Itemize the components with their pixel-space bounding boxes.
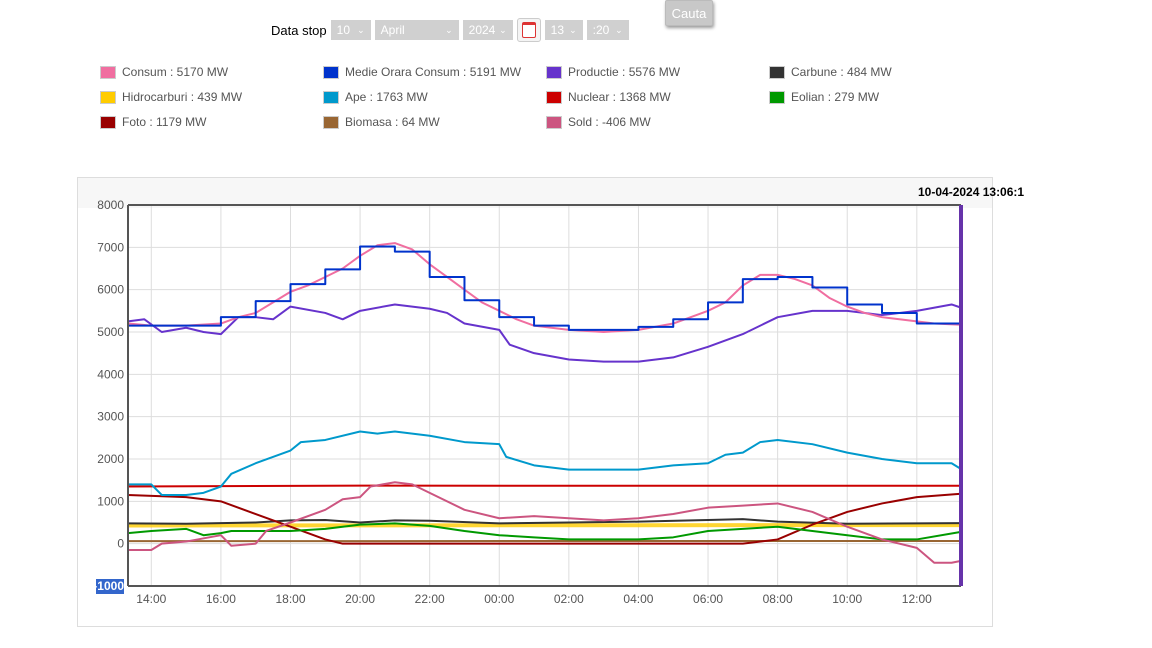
minute-value: :20 bbox=[592, 23, 610, 37]
series-carbune bbox=[127, 518, 962, 525]
x-tick-label: 22:00 bbox=[415, 592, 445, 606]
legend-label: Biomasa : 64 MW bbox=[345, 115, 440, 129]
chevron-down-icon: ⌄ bbox=[615, 25, 623, 35]
x-tick-label: 18:00 bbox=[275, 592, 305, 606]
legend-swatch bbox=[323, 90, 339, 104]
x-tick-label: 04:00 bbox=[623, 592, 653, 606]
x-tick-label: 00:00 bbox=[484, 592, 514, 606]
series-consum bbox=[127, 242, 962, 333]
year-select[interactable]: 2024 ⌄ bbox=[462, 20, 513, 40]
chevron-down-icon: ⌄ bbox=[357, 25, 365, 35]
legend-item[interactable]: Carbune : 484 MW bbox=[769, 65, 892, 79]
y-tick-label: 5000 bbox=[97, 325, 124, 339]
legend-label: Hidrocarburi : 439 MW bbox=[122, 90, 243, 104]
legend-swatch bbox=[323, 65, 339, 79]
series-medie-orara-consum bbox=[128, 245, 962, 331]
calendar-button[interactable] bbox=[516, 18, 541, 42]
y-tick-highlight bbox=[96, 579, 124, 594]
chevron-down-icon: ⌄ bbox=[445, 25, 453, 35]
x-tick-label: 16:00 bbox=[206, 592, 236, 606]
legend-swatch bbox=[769, 90, 785, 104]
y-tick-label: -1000 bbox=[93, 579, 124, 593]
legend-label: Productie : 5576 MW bbox=[568, 65, 681, 79]
x-tick-label: 06:00 bbox=[693, 592, 723, 606]
x-tick-label: 02:00 bbox=[554, 592, 584, 606]
chevron-down-icon: ⌄ bbox=[499, 25, 507, 35]
legend-label: Eolian : 279 MW bbox=[791, 90, 880, 104]
year-value: 2024 bbox=[468, 23, 496, 37]
day-select[interactable]: 10 ⌄ bbox=[330, 20, 371, 40]
y-tick-label: 4000 bbox=[97, 367, 124, 381]
legend-swatch bbox=[769, 65, 785, 79]
search-button[interactable]: Cauta bbox=[665, 0, 713, 26]
y-tick-label: 2000 bbox=[97, 452, 124, 466]
legend-label: Medie Orara Consum : 5191 MW bbox=[345, 65, 522, 79]
x-tick-label: 08:00 bbox=[763, 592, 793, 606]
chart-timestamp: 10-04-2024 13:06:1 bbox=[918, 185, 1025, 199]
hour-select[interactable]: 13 ⌄ bbox=[544, 20, 583, 40]
legend-label: Ape : 1763 MW bbox=[345, 90, 428, 104]
legend-item[interactable]: Medie Orara Consum : 5191 MW bbox=[323, 65, 521, 79]
legend-swatch bbox=[323, 115, 339, 129]
y-tick-label: 7000 bbox=[97, 240, 124, 254]
legend-swatch bbox=[100, 65, 116, 79]
legend-label: Foto : 1179 MW bbox=[122, 115, 207, 129]
y-tick-label: 0 bbox=[117, 537, 124, 551]
minute-select[interactable]: :20 ⌄ bbox=[586, 20, 629, 40]
chevron-down-icon: ⌄ bbox=[569, 25, 577, 35]
x-tick-label: 12:00 bbox=[902, 592, 932, 606]
x-tick-label: 14:00 bbox=[136, 592, 166, 606]
legend-item[interactable]: Nuclear : 1368 MW bbox=[546, 90, 671, 104]
legend-label: Sold : -406 MW bbox=[568, 115, 651, 129]
legend-label: Carbune : 484 MW bbox=[791, 65, 892, 79]
legend-label: Nuclear : 1368 MW bbox=[568, 90, 671, 104]
month-value: April bbox=[380, 23, 405, 37]
legend-item[interactable]: Eolian : 279 MW bbox=[769, 90, 879, 104]
legend-swatch bbox=[546, 115, 562, 129]
y-tick-label: 6000 bbox=[97, 283, 124, 297]
legend-item[interactable]: Ape : 1763 MW bbox=[323, 90, 428, 104]
legend-item[interactable]: Biomasa : 64 MW bbox=[323, 115, 440, 129]
legend-item[interactable]: Hidrocarburi : 439 MW bbox=[100, 90, 242, 104]
series-ape bbox=[128, 430, 962, 496]
legend-label: Consum : 5170 MW bbox=[122, 65, 229, 79]
legend-item[interactable]: Sold : -406 MW bbox=[546, 115, 651, 129]
y-tick-label: 3000 bbox=[97, 410, 124, 424]
series-productie bbox=[127, 303, 962, 363]
series-sold bbox=[128, 481, 962, 564]
series-nuclear bbox=[127, 484, 962, 488]
month-select[interactable]: April ⌄ bbox=[374, 20, 459, 40]
data-stop-row: Data stop 10 ⌄ April ⌄ 2024 ⌄ 13 ⌄ :20 ⌄ bbox=[271, 18, 629, 42]
calendar-icon bbox=[521, 22, 536, 38]
legend-swatch bbox=[546, 90, 562, 104]
hour-value: 13 bbox=[550, 23, 565, 37]
series-foto bbox=[127, 492, 962, 545]
legend-item[interactable]: Consum : 5170 MW bbox=[100, 65, 228, 79]
y-tick-label: 1000 bbox=[97, 494, 124, 508]
legend-item[interactable]: Productie : 5576 MW bbox=[546, 65, 680, 79]
legend-item[interactable]: Foto : 1179 MW bbox=[100, 115, 206, 129]
day-value: 10 bbox=[336, 23, 351, 37]
legend-swatch bbox=[100, 90, 116, 104]
legend-swatch bbox=[100, 115, 116, 129]
x-tick-label: 20:00 bbox=[345, 592, 375, 606]
series-eolian bbox=[127, 522, 962, 541]
y-tick-label: 8000 bbox=[97, 198, 124, 212]
legend-swatch bbox=[546, 65, 562, 79]
chart-panel bbox=[77, 177, 993, 627]
x-tick-label: 10:00 bbox=[832, 592, 862, 606]
data-stop-label: Data stop bbox=[271, 22, 327, 38]
